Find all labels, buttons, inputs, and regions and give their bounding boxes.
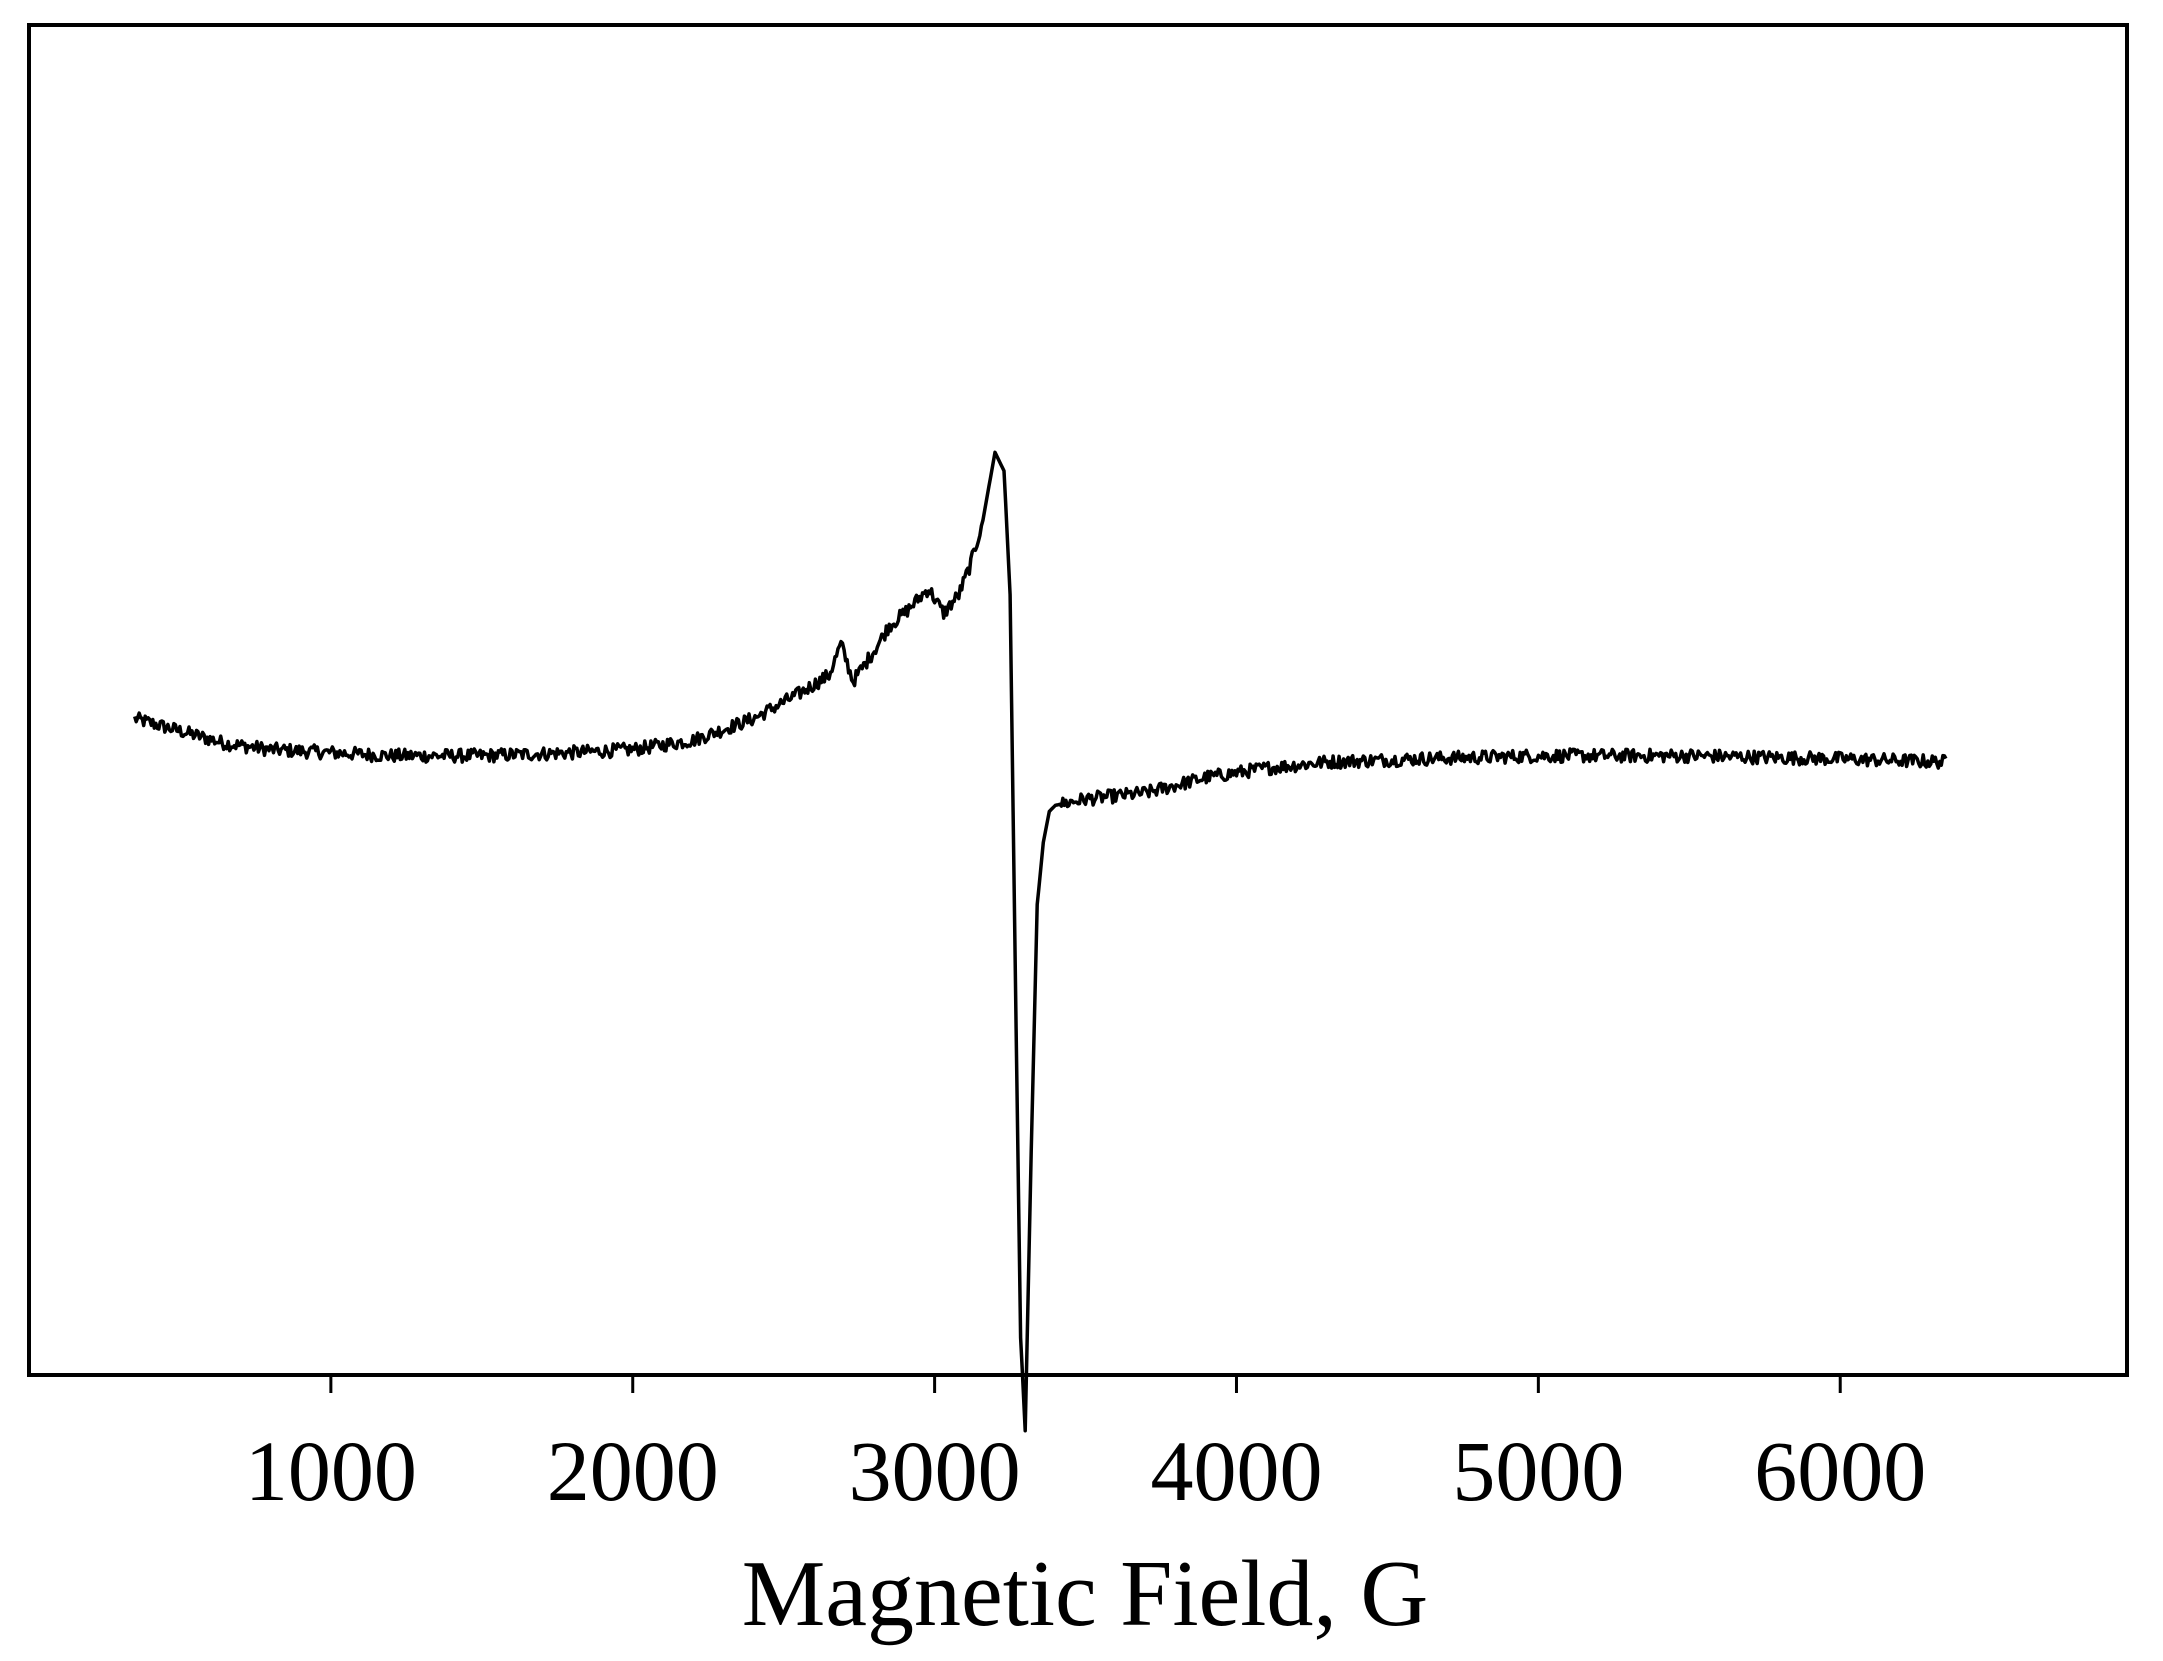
x-axis-ticks [329,1375,1842,1393]
x-tick-label-4000: 4000 [1150,1423,1322,1519]
x-axis-tick-labels: 1000 2000 3000 4000 5000 6000 [245,1423,1926,1519]
x-tick-label-2000: 2000 [547,1423,719,1519]
plot-frame [27,23,2129,1377]
x-axis-label: Magnetic Field, G [742,1542,1429,1646]
x-tick-label-3000: 3000 [849,1423,1021,1519]
x-tick-label-6000: 6000 [1754,1423,1926,1519]
x-tick-label-5000: 5000 [1452,1423,1624,1519]
x-tick-label-1000: 1000 [245,1423,417,1519]
spectrum-line [133,450,1948,1433]
